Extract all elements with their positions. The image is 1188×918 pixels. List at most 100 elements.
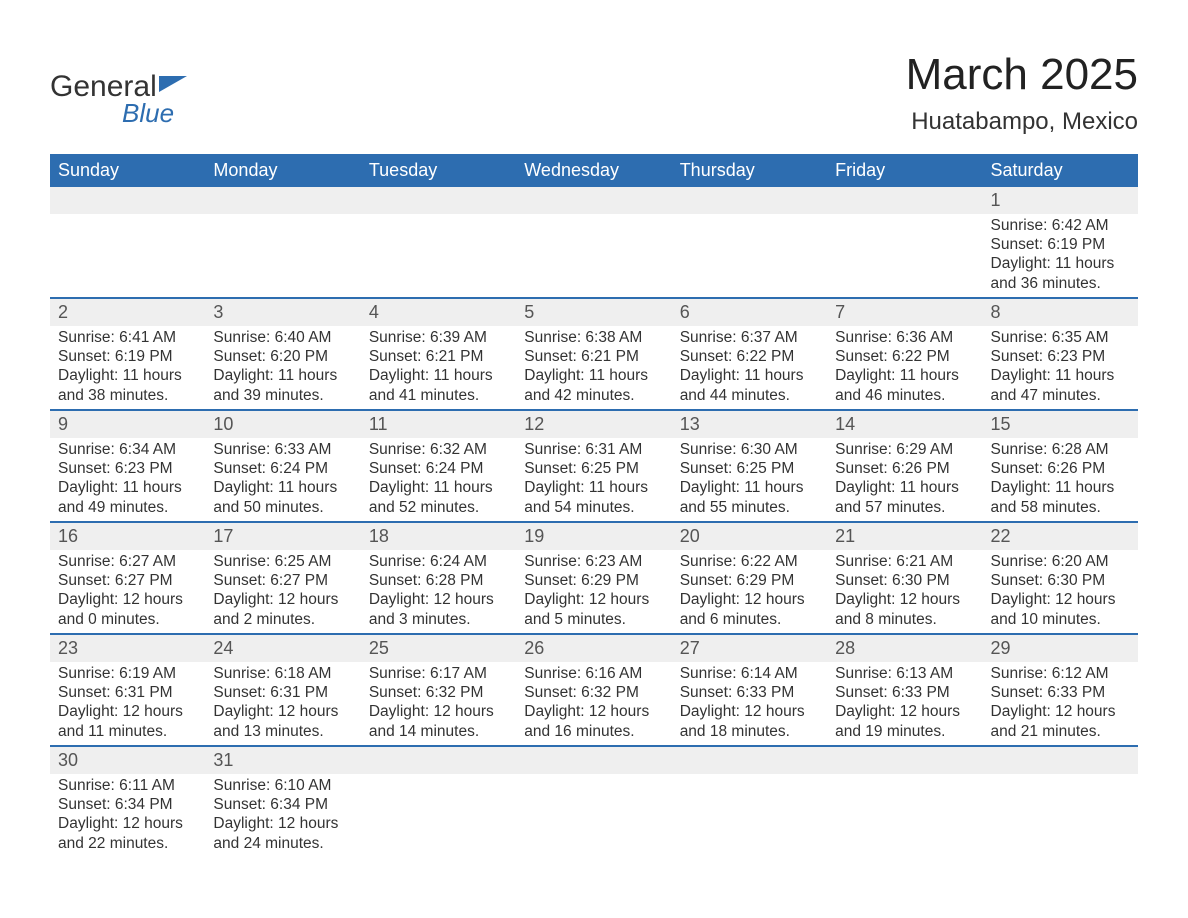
sunset-line: Sunset: 6:27 PM — [213, 571, 352, 590]
day-body-cell — [827, 214, 982, 299]
day-body-row: Sunrise: 6:11 AM Sunset: 6:34 PM Daylight:… — [50, 774, 1138, 858]
day-body-cell: Sunrise: 6:40 AMSunset: 6:20 PMDaylight:… — [205, 326, 360, 411]
page-title: March 2025 — [906, 50, 1138, 100]
day-number-cell: 22 — [983, 522, 1138, 550]
sunset-line: Sunset: 6:32 PM — [369, 683, 508, 702]
day-number-cell — [983, 746, 1138, 774]
sunrise-line: Sunrise: 6:20 AM — [991, 552, 1130, 571]
day-body-cell: Sunrise: 6:14 AMSunset: 6:33 PMDaylight:… — [672, 662, 827, 747]
sunset-line: Sunset: 6:22 PM — [835, 347, 974, 366]
day-number-cell — [516, 187, 671, 214]
sunrise-line: Sunrise: 6:10 AM — [213, 776, 352, 795]
sunset-line: Sunset: 6:32 PM — [524, 683, 663, 702]
sunrise-line: Sunrise: 6:11 AM — [58, 776, 197, 795]
sunrise-line: Sunrise: 6:18 AM — [213, 664, 352, 683]
sunset-line: Sunset: 6:34 PM — [213, 795, 352, 814]
sunrise-line: Sunrise: 6:32 AM — [369, 440, 508, 459]
daylight-line: Daylight: 11 hours and 52 minutes. — [369, 478, 508, 517]
day-body-cell: Sunrise: 6:34 AMSunset: 6:23 PMDaylight:… — [50, 438, 205, 523]
day-body-cell — [361, 214, 516, 299]
day-number-row: 16171819202122 — [50, 522, 1138, 550]
day-body-cell: Sunrise: 6:25 AMSunset: 6:27 PMDaylight:… — [205, 550, 360, 635]
weekday-header: Tuesday — [361, 154, 516, 187]
day-number-cell — [50, 187, 205, 214]
weekday-header: Monday — [205, 154, 360, 187]
sunset-line: Sunset: 6:29 PM — [524, 571, 663, 590]
daylight-line: Daylight: 11 hours and 39 minutes. — [213, 366, 352, 405]
sunrise-line: Sunrise: 6:25 AM — [213, 552, 352, 571]
sunset-line: Sunset: 6:21 PM — [369, 347, 508, 366]
day-number-cell: 4 — [361, 298, 516, 326]
day-number-cell — [361, 187, 516, 214]
day-number-cell — [672, 746, 827, 774]
day-number-cell: 26 — [516, 634, 671, 662]
day-body-cell — [361, 774, 516, 858]
sunset-line: Sunset: 6:30 PM — [835, 571, 974, 590]
daylight-line: Daylight: 11 hours and 58 minutes. — [991, 478, 1130, 517]
sunset-line: Sunset: 6:19 PM — [58, 347, 197, 366]
sunrise-line: Sunrise: 6:12 AM — [991, 664, 1130, 683]
day-number-row: 2345678 — [50, 298, 1138, 326]
day-number-cell: 16 — [50, 522, 205, 550]
day-number-cell: 25 — [361, 634, 516, 662]
day-number-cell: 31 — [205, 746, 360, 774]
day-body-cell: Sunrise: 6:12 AMSunset: 6:33 PMDaylight:… — [983, 662, 1138, 747]
day-number-cell: 14 — [827, 410, 982, 438]
sunrise-line: Sunrise: 6:40 AM — [213, 328, 352, 347]
day-body-row: Sunrise: 6:27 AMSunset: 6:27 PMDaylight:… — [50, 550, 1138, 635]
sunset-line: Sunset: 6:26 PM — [991, 459, 1130, 478]
daylight-line: Daylight: 11 hours and 57 minutes. — [835, 478, 974, 517]
day-number-cell: 9 — [50, 410, 205, 438]
day-body-cell: Sunrise: 6:20 AMSunset: 6:30 PMDaylight:… — [983, 550, 1138, 635]
title-block: March 2025 Huatabampo, Mexico — [906, 50, 1138, 136]
calendar-table: SundayMondayTuesdayWednesdayThursdayFrid… — [50, 154, 1138, 857]
sunset-line: Sunset: 6:29 PM — [680, 571, 819, 590]
sunset-line: Sunset: 6:28 PM — [369, 571, 508, 590]
daylight-line: Daylight: 12 hours and 2 minutes. — [213, 590, 352, 629]
day-body-cell: Sunrise: 6:19 AMSunset: 6:31 PMDaylight:… — [50, 662, 205, 747]
day-number-cell: 10 — [205, 410, 360, 438]
daylight-line: Daylight: 12 hours and 19 minutes. — [835, 702, 974, 741]
sunset-line: Sunset: 6:24 PM — [369, 459, 508, 478]
daylight-line: Daylight: 11 hours and 54 minutes. — [524, 478, 663, 517]
day-body-cell: Sunrise: 6:23 AMSunset: 6:29 PMDaylight:… — [516, 550, 671, 635]
sunrise-line: Sunrise: 6:23 AM — [524, 552, 663, 571]
daylight-line: Daylight: 12 hours and 22 minutes. — [58, 814, 197, 853]
day-body-cell: Sunrise: 6:24 AMSunset: 6:28 PMDaylight:… — [361, 550, 516, 635]
day-number-cell: 18 — [361, 522, 516, 550]
day-body-row: Sunrise: 6:19 AMSunset: 6:31 PMDaylight:… — [50, 662, 1138, 747]
day-number-cell: 23 — [50, 634, 205, 662]
day-body-cell: Sunrise: 6:21 AMSunset: 6:30 PMDaylight:… — [827, 550, 982, 635]
day-body-row: Sunrise: 6:34 AMSunset: 6:23 PMDaylight:… — [50, 438, 1138, 523]
day-body-cell: Sunrise: 6:28 AMSunset: 6:26 PMDaylight:… — [983, 438, 1138, 523]
sunrise-line: Sunrise: 6:14 AM — [680, 664, 819, 683]
daylight-line: Daylight: 12 hours and 18 minutes. — [680, 702, 819, 741]
logo: General Blue — [50, 70, 187, 129]
sunrise-line: Sunrise: 6:39 AM — [369, 328, 508, 347]
page-subtitle: Huatabampo, Mexico — [906, 108, 1138, 136]
daylight-line: Daylight: 11 hours and 47 minutes. — [991, 366, 1130, 405]
sunrise-line: Sunrise: 6:33 AM — [213, 440, 352, 459]
day-number-row: 3031 — [50, 746, 1138, 774]
day-body-cell: Sunrise: 6:10 AMSunset: 6:34 PMDaylight:… — [205, 774, 360, 858]
daylight-line: Daylight: 12 hours and 13 minutes. — [213, 702, 352, 741]
sunset-line: Sunset: 6:23 PM — [58, 459, 197, 478]
day-number-row: 1 — [50, 187, 1138, 214]
day-body-cell: Sunrise: 6:42 AMSunset: 6:19 PMDaylight:… — [983, 214, 1138, 299]
daylight-line: Daylight: 12 hours and 21 minutes. — [991, 702, 1130, 741]
day-number-cell — [516, 746, 671, 774]
daylight-line: Daylight: 12 hours and 16 minutes. — [524, 702, 663, 741]
day-body-cell — [516, 214, 671, 299]
sunset-line: Sunset: 6:19 PM — [991, 235, 1130, 254]
day-number-cell: 20 — [672, 522, 827, 550]
sunrise-line: Sunrise: 6:28 AM — [991, 440, 1130, 459]
day-number-cell: 2 — [50, 298, 205, 326]
sunrise-line: Sunrise: 6:31 AM — [524, 440, 663, 459]
day-body-cell: Sunrise: 6:13 AMSunset: 6:33 PMDaylight:… — [827, 662, 982, 747]
day-number-row: 9101112131415 — [50, 410, 1138, 438]
sunrise-line: Sunrise: 6:19 AM — [58, 664, 197, 683]
day-body-cell: Sunrise: 6:17 AMSunset: 6:32 PMDaylight:… — [361, 662, 516, 747]
day-number-cell: 17 — [205, 522, 360, 550]
day-body-cell: Sunrise: 6:27 AMSunset: 6:27 PMDaylight:… — [50, 550, 205, 635]
day-number-row: 23242526272829 — [50, 634, 1138, 662]
